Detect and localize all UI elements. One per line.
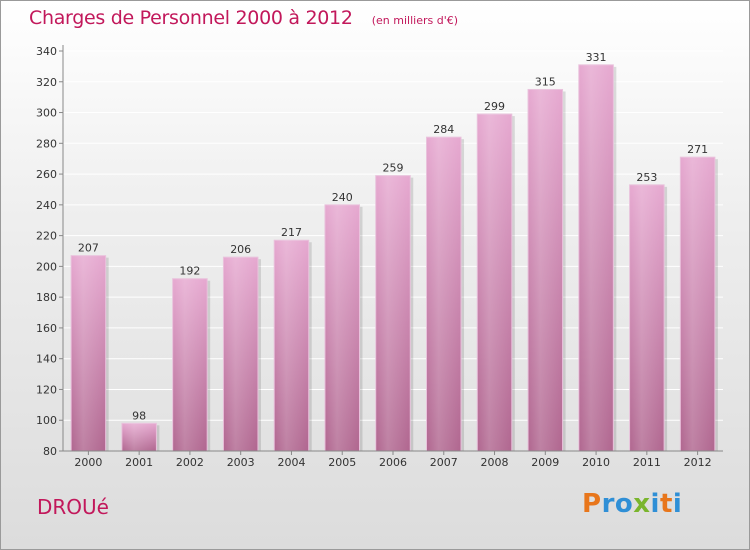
- y-tick-label: 280: [36, 137, 57, 150]
- bar-sheen: [172, 278, 208, 451]
- logo-letter: r: [601, 489, 615, 519]
- data-label: 315: [535, 75, 556, 88]
- x-tick-label: 2012: [684, 456, 712, 469]
- bar-sheen: [71, 255, 106, 451]
- x-tick-label: 2001: [125, 456, 153, 469]
- y-tick-label: 320: [36, 76, 57, 89]
- x-tick-label: 2005: [328, 456, 356, 469]
- bar-sheen: [578, 64, 614, 451]
- y-tick-label: 140: [36, 353, 57, 366]
- data-label: 299: [484, 100, 505, 113]
- data-label: 331: [586, 51, 607, 64]
- commune-name: DROUé: [37, 495, 109, 519]
- y-tick-label: 220: [36, 230, 57, 243]
- logo-letter: x: [633, 489, 651, 519]
- data-label: 192: [179, 265, 200, 278]
- y-tick-label: 300: [36, 107, 57, 120]
- chart-subtitle: (en milliers d'€): [371, 14, 459, 27]
- proxiti-logo: Proxiti: [582, 489, 682, 519]
- bar-sheen: [528, 89, 563, 451]
- bar-sheen: [426, 137, 462, 451]
- data-label: 217: [281, 226, 302, 239]
- x-tick-label: 2010: [582, 456, 610, 469]
- x-tick-label: 2004: [277, 456, 305, 469]
- y-tick-label: 160: [36, 322, 57, 335]
- bar-sheen: [324, 204, 360, 451]
- data-label: 253: [636, 171, 657, 184]
- bar-sheen: [375, 175, 411, 451]
- x-tick-label: 2009: [531, 456, 559, 469]
- bar-sheen: [477, 114, 512, 452]
- y-tick-label: 120: [36, 383, 57, 396]
- data-label: 98: [132, 409, 146, 422]
- data-label: 206: [230, 243, 251, 256]
- y-tick-label: 80: [43, 445, 57, 458]
- chart-title: Charges de Personnel 2000 à 2012: [29, 7, 353, 29]
- y-tick-label: 240: [36, 199, 57, 212]
- data-label: 271: [687, 143, 708, 156]
- logo-letter: i: [650, 489, 660, 519]
- y-tick-label: 340: [36, 45, 57, 58]
- x-tick-label: 2006: [379, 456, 407, 469]
- logo-letter: P: [582, 489, 602, 519]
- x-tick-label: 2011: [633, 456, 661, 469]
- bar-sheen: [121, 423, 157, 451]
- x-tick-label: 2000: [74, 456, 102, 469]
- x-tick-label: 2002: [176, 456, 204, 469]
- data-label: 259: [383, 162, 404, 175]
- y-tick-label: 200: [36, 260, 57, 273]
- bar-sheen: [274, 240, 309, 451]
- logo-letter: i: [672, 489, 683, 519]
- y-tick-label: 180: [36, 291, 57, 304]
- data-label: 207: [78, 242, 99, 255]
- y-tick-label: 260: [36, 168, 57, 181]
- data-label: 240: [332, 191, 353, 204]
- title-row: Charges de Personnel 2000 à 2012 (en mil…: [29, 7, 458, 29]
- bar-sheen: [680, 157, 715, 451]
- bar-layer: [70, 64, 718, 452]
- y-tick-label: 100: [36, 414, 57, 427]
- logo-letter: o: [614, 489, 634, 519]
- x-tick-label: 2008: [481, 456, 509, 469]
- logo-letter: t: [659, 489, 673, 519]
- bar-sheen: [223, 257, 258, 451]
- axis-layer: 80 100 120 140 160 180 200 220 240 260 280 300 320 34…: [36, 45, 723, 469]
- x-tick-label: 2003: [227, 456, 255, 469]
- x-tick-label: 2007: [430, 456, 458, 469]
- bar-sheen: [629, 184, 665, 451]
- data-label: 284: [433, 123, 454, 136]
